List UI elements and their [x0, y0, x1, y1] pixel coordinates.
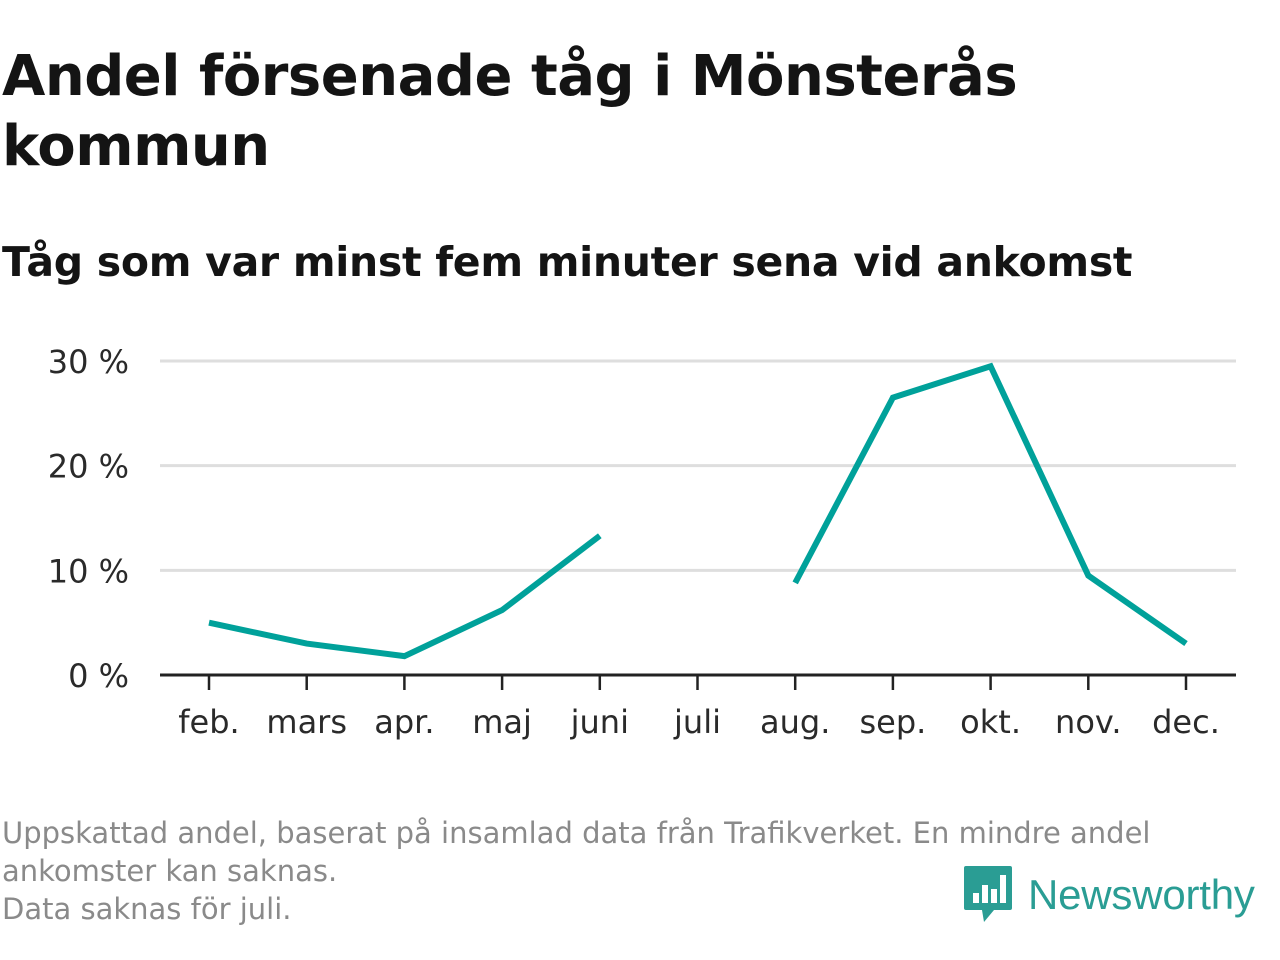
y-tick-label: 0 % — [68, 657, 129, 695]
x-tick-label: juni — [570, 703, 629, 741]
brand-name: Newsworthy — [1028, 871, 1255, 918]
chart-title: Andel försenade tåg i Mönsterås kommun — [2, 44, 1018, 179]
footnote: Uppskattad andel, baserat på insamlad da… — [2, 814, 1272, 928]
series-line-segment — [208, 533, 602, 660]
footnote-missing-data: Data saknas för juli. — [2, 892, 292, 926]
x-tick-label: feb. — [178, 703, 239, 741]
x-tick-label: sep. — [859, 703, 926, 741]
x-tick-label: okt. — [960, 703, 1021, 741]
x-axis: feb. mars apr. maj juni juli aug. sep. okt. nov. d… — [160, 673, 1236, 741]
line-chart: 0 % 10 % 20 % 30 % feb. mars apr. maj juni juli a… — [48, 343, 1236, 741]
y-tick-label: 10 % — [48, 552, 129, 590]
brand-logo: Newsworthy — [962, 862, 1255, 928]
chart-subtitle: Tåg som var minst fem minuter sena vid a… — [2, 238, 1133, 286]
series-lines — [208, 362, 1188, 660]
x-tick-label: maj — [472, 703, 532, 741]
x-tick-label: apr. — [374, 703, 434, 741]
y-tick-label: 30 % — [48, 343, 129, 381]
series-line-segment — [792, 362, 1188, 647]
newsworthy-logo-icon — [964, 866, 1012, 922]
footnote-source: Uppskattad andel, baserat på insamlad da… — [2, 816, 1151, 888]
gridlines — [160, 359, 1236, 572]
x-tick-label: juli — [673, 703, 721, 741]
x-tick-label: nov. — [1055, 703, 1121, 741]
x-tick-label: mars — [266, 703, 347, 741]
x-tick-label: dec. — [1152, 703, 1220, 741]
y-tick-label: 20 % — [48, 448, 129, 486]
y-axis: 0 % 10 % 20 % 30 % — [48, 343, 129, 695]
x-tick-label: aug. — [760, 703, 830, 741]
